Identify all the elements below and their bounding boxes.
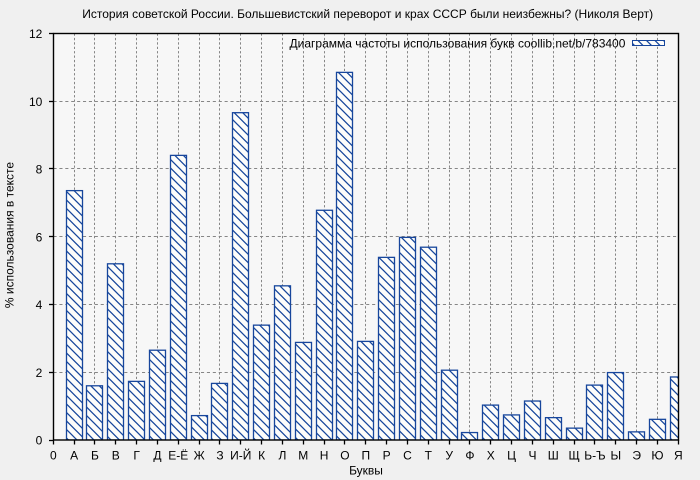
svg-text:4: 4 <box>36 298 43 312</box>
svg-text:% использования в тексте: % использования в тексте <box>3 162 17 308</box>
svg-text:Ф: Ф <box>465 448 474 462</box>
svg-text:С: С <box>403 448 412 462</box>
svg-text:И-Й: И-Й <box>230 447 251 462</box>
svg-text:2: 2 <box>36 366 43 380</box>
svg-text:Ь-Ъ: Ь-Ъ <box>584 448 605 462</box>
svg-text:Ш: Ш <box>548 448 559 462</box>
svg-text:0: 0 <box>36 434 43 448</box>
svg-text:Щ: Щ <box>569 448 580 462</box>
svg-text:Э: Э <box>632 448 641 462</box>
svg-text:В: В <box>112 448 120 462</box>
svg-text:Е-Ё: Е-Ё <box>168 448 188 462</box>
svg-text:Т: Т <box>425 448 433 462</box>
svg-text:6: 6 <box>36 230 43 244</box>
svg-text:Г: Г <box>133 448 140 462</box>
svg-text:У: У <box>445 448 453 462</box>
svg-text:П: П <box>361 448 370 462</box>
svg-text:История советской России. Боль: История советской России. Большевистский… <box>82 7 653 21</box>
svg-text:8: 8 <box>36 163 43 177</box>
svg-text:К: К <box>258 448 265 462</box>
svg-text:М: М <box>298 448 308 462</box>
svg-text:Ы: Ы <box>610 448 621 462</box>
svg-text:10: 10 <box>29 95 43 109</box>
svg-text:0: 0 <box>50 448 57 462</box>
svg-text:Буквы: Буквы <box>349 464 383 478</box>
svg-text:Ц: Ц <box>507 448 516 462</box>
svg-text:Б: Б <box>91 448 99 462</box>
svg-text:Ю: Ю <box>651 448 663 462</box>
svg-text:12: 12 <box>29 27 43 41</box>
svg-text:А: А <box>70 448 78 462</box>
svg-text:Н: Н <box>320 448 329 462</box>
svg-text:Р: Р <box>383 448 391 462</box>
svg-text:Ч: Ч <box>528 448 536 462</box>
svg-text:Я: Я <box>674 448 683 462</box>
svg-text:З: З <box>216 448 223 462</box>
svg-text:Х: Х <box>487 448 495 462</box>
svg-text:Д: Д <box>153 448 161 462</box>
svg-text:Л: Л <box>279 448 287 462</box>
svg-text:Диаграмма частоты использовани: Диаграмма частоты использования букв coo… <box>290 37 626 51</box>
svg-text:Ж: Ж <box>194 448 205 462</box>
svg-text:О: О <box>340 448 349 462</box>
